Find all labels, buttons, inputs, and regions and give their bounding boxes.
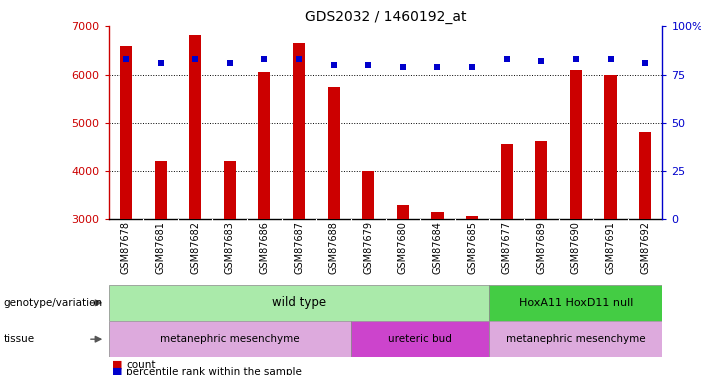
- Point: [189, 56, 200, 62]
- Text: GSM87691: GSM87691: [606, 221, 615, 274]
- Point: [605, 56, 616, 62]
- Bar: [639, 132, 651, 219]
- Point: [259, 56, 270, 62]
- Text: GSM87687: GSM87687: [294, 221, 304, 274]
- Point: [639, 60, 651, 66]
- Text: metanephric mesenchyme: metanephric mesenchyme: [160, 334, 299, 344]
- Point: [328, 62, 339, 68]
- Point: [294, 56, 305, 62]
- Point: [466, 64, 477, 70]
- Text: wild type: wild type: [272, 296, 326, 309]
- Point: [155, 60, 166, 66]
- Text: ■: ■: [112, 367, 123, 375]
- Text: ureteric bud: ureteric bud: [388, 334, 452, 344]
- Text: metanephric mesenchyme: metanephric mesenchyme: [506, 334, 646, 344]
- Text: GSM87678: GSM87678: [121, 221, 131, 274]
- Text: genotype/variation: genotype/variation: [4, 298, 102, 308]
- Text: GSM87680: GSM87680: [398, 221, 408, 274]
- Text: GSM87684: GSM87684: [433, 221, 442, 274]
- Point: [571, 56, 582, 62]
- Bar: [466, 216, 478, 219]
- Bar: [489, 285, 662, 321]
- Bar: [570, 70, 582, 219]
- Bar: [397, 205, 409, 219]
- Bar: [362, 171, 374, 219]
- Point: [536, 58, 547, 64]
- Text: GSM87683: GSM87683: [225, 221, 235, 274]
- Text: GSM87690: GSM87690: [571, 221, 581, 274]
- Bar: [154, 161, 167, 219]
- Bar: [351, 321, 489, 357]
- Text: GSM87692: GSM87692: [640, 221, 650, 274]
- Bar: [259, 72, 271, 219]
- Title: GDS2032 / 1460192_at: GDS2032 / 1460192_at: [305, 10, 466, 24]
- Bar: [293, 43, 305, 219]
- Point: [397, 64, 409, 70]
- Text: GSM87681: GSM87681: [156, 221, 165, 274]
- Bar: [109, 285, 489, 321]
- Bar: [489, 321, 662, 357]
- Point: [362, 62, 374, 68]
- Text: GSM87677: GSM87677: [502, 221, 512, 274]
- Bar: [431, 212, 444, 219]
- Text: GSM87685: GSM87685: [467, 221, 477, 274]
- Text: GSM87679: GSM87679: [363, 221, 373, 274]
- Bar: [189, 35, 201, 219]
- Point: [501, 56, 512, 62]
- Bar: [536, 141, 547, 219]
- Point: [121, 56, 132, 62]
- Text: GSM87682: GSM87682: [190, 221, 200, 274]
- Bar: [501, 144, 512, 219]
- Text: tissue: tissue: [4, 334, 34, 344]
- Text: count: count: [126, 360, 156, 369]
- Text: GSM87689: GSM87689: [536, 221, 546, 274]
- Bar: [224, 161, 236, 219]
- Text: HoxA11 HoxD11 null: HoxA11 HoxD11 null: [519, 298, 633, 308]
- Bar: [327, 87, 340, 219]
- Text: GSM87688: GSM87688: [329, 221, 339, 274]
- Text: GSM87686: GSM87686: [259, 221, 269, 274]
- Point: [224, 60, 236, 66]
- Bar: [109, 321, 351, 357]
- Text: percentile rank within the sample: percentile rank within the sample: [126, 367, 302, 375]
- Bar: [604, 75, 617, 219]
- Point: [432, 64, 443, 70]
- Text: ■: ■: [112, 360, 123, 369]
- Bar: [120, 45, 132, 219]
